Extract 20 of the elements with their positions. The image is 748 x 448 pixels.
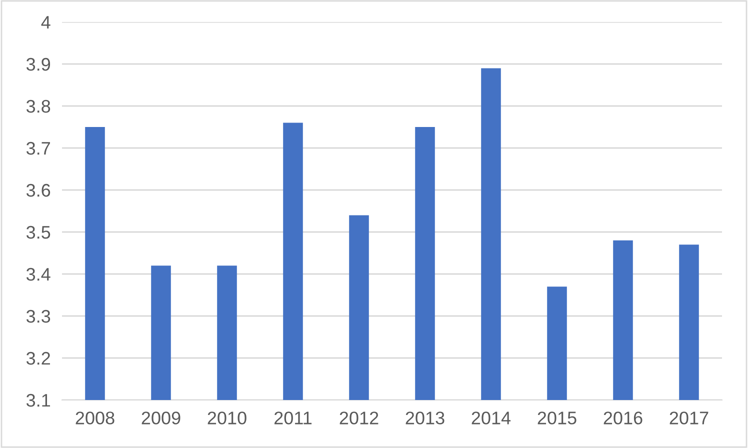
x-tick-label: 2011	[274, 412, 312, 424]
y-tick-label: 3.2	[26, 352, 50, 365]
x-tick-label: 2014	[472, 412, 511, 424]
y-tick-label: 3.8	[26, 100, 50, 113]
y-tick-label: 3.4	[26, 268, 50, 281]
y-tick-label: 4	[41, 16, 50, 29]
x-tick-label: 2017	[670, 412, 708, 424]
y-tick-label: 3.9	[26, 58, 50, 71]
y-tick-label: 3.5	[26, 226, 50, 239]
x-tick-label: 2015	[538, 412, 576, 424]
x-tick-label: 2012	[340, 412, 378, 424]
y-tick-label: 3.6	[26, 184, 50, 197]
x-tick-label: 2009	[142, 412, 180, 424]
x-tick-label: 2013	[406, 412, 444, 424]
y-tick-label: 3.3	[26, 310, 50, 323]
x-tick-label: 2008	[76, 412, 114, 424]
y-tick-label: 3.7	[26, 142, 50, 155]
x-tick-label: 2016	[604, 412, 642, 424]
x-tick-label: 2010	[208, 412, 246, 424]
y-tick-label: 3.1	[26, 394, 50, 407]
